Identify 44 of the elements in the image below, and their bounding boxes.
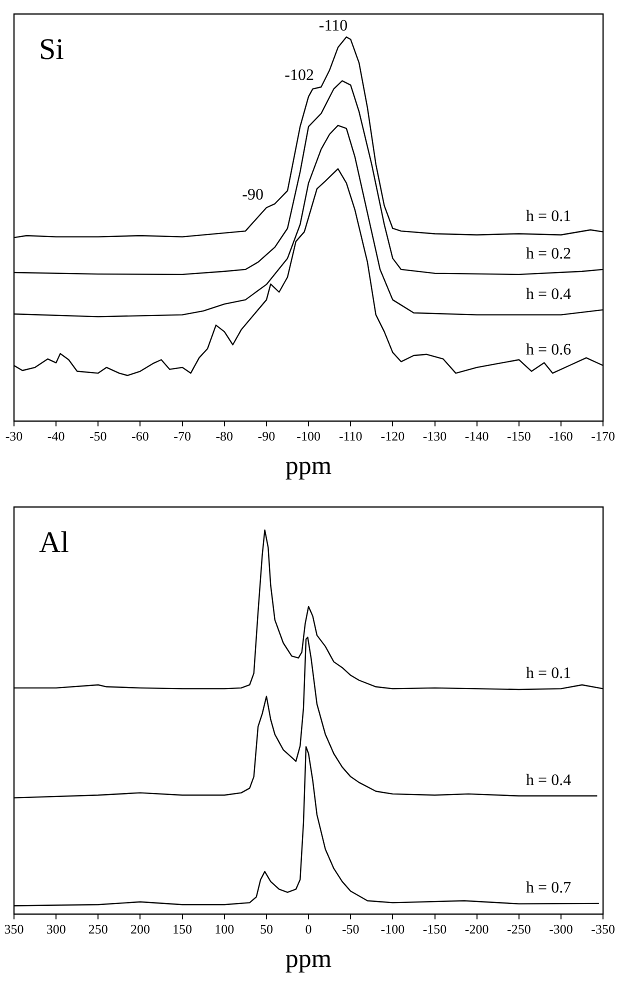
x-tick-label: -350 [591, 921, 616, 936]
annotation: -90 [242, 186, 264, 204]
series-label: h = 0.1 [526, 664, 572, 682]
x-tick-label: -30 [5, 428, 23, 444]
x-tick-label: -150 [507, 428, 531, 444]
x-axis-title: ppm [285, 944, 332, 974]
x-axis-title: ppm [285, 451, 332, 480]
x-tick-label: -50 [89, 428, 107, 444]
chart-title: Si [39, 32, 64, 66]
x-tick-label: -100 [380, 921, 405, 936]
x-tick-label: 300 [46, 921, 66, 936]
x-tick-label: 250 [88, 921, 108, 936]
x-tick-label: -250 [507, 921, 531, 936]
x-tick-label: 100 [214, 921, 234, 936]
series-label: h = 0.6 [526, 342, 572, 359]
annotation: -102 [284, 67, 314, 84]
series-label: h = 0.4 [526, 286, 572, 303]
x-tick-label: -130 [422, 428, 447, 444]
x-tick-label: -100 [296, 428, 320, 444]
x-tick-label: -150 [422, 921, 447, 936]
x-tick-label: 350 [4, 921, 24, 936]
x-tick-label: -70 [174, 428, 191, 444]
x-tick-label: -170 [591, 428, 616, 444]
x-tick-label: -160 [549, 428, 573, 444]
x-tick-label: 200 [130, 921, 150, 936]
x-tick-label: -120 [380, 428, 405, 444]
x-tick-label: 50 [260, 921, 273, 936]
series-label: h = 0.2 [526, 246, 572, 263]
annotation: -110 [318, 17, 348, 34]
series-label: h = 0.4 [526, 772, 572, 790]
x-tick-label: -80 [216, 428, 234, 444]
x-tick-label: -60 [132, 428, 149, 444]
chart-title: Al [39, 526, 69, 559]
x-tick-label: -200 [464, 921, 489, 936]
x-tick-label: -140 [464, 428, 489, 444]
x-tick-label: -90 [258, 428, 276, 444]
x-tick-label: -300 [549, 921, 573, 936]
x-tick-label: -110 [338, 428, 362, 444]
series-label: h = 0.1 [526, 208, 572, 226]
x-tick-label: -50 [342, 921, 360, 936]
x-tick-label: 0 [305, 921, 312, 936]
series-label: h = 0.7 [526, 880, 572, 897]
x-tick-label: 150 [172, 921, 192, 936]
x-tick-label: -40 [47, 428, 65, 444]
